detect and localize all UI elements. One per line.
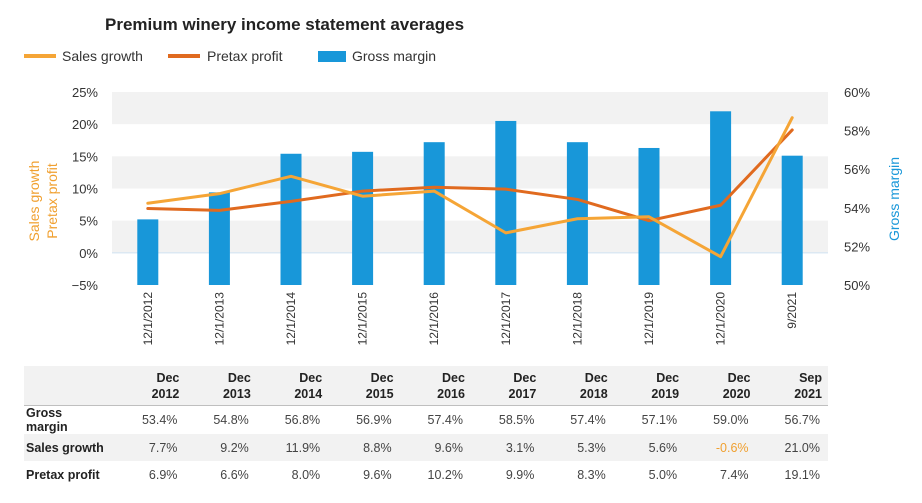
left-tick-label: 5% xyxy=(79,214,98,229)
x-tick-label: 12/1/2019 xyxy=(642,292,656,346)
table-cell: 6.6% xyxy=(220,467,249,482)
table-cell: 57.4% xyxy=(399,405,471,434)
x-tick-label: 12/1/2020 xyxy=(714,292,728,346)
x-tick-label: 9/2021 xyxy=(785,292,799,329)
col-header-dec-2015: Dec 2015 xyxy=(365,371,394,401)
table-corner xyxy=(24,366,114,406)
row-header: Sales growth xyxy=(26,440,104,455)
col-header-dec-2013: Dec 2013 xyxy=(222,371,251,401)
col-header-dec-2020: Dec 2020 xyxy=(722,371,751,401)
table-cell: 58.5% xyxy=(470,405,543,434)
left-tick-label: 10% xyxy=(72,182,98,197)
left-tick-label: 15% xyxy=(72,149,98,164)
left-axis-title-sales-growth: Sales growth xyxy=(26,161,42,242)
left-tick-label: 0% xyxy=(79,246,98,261)
table-row: Sales growth 7.7% 9.2% 11.9% 8.8% 9.6% 3.1% 5.3… xyxy=(24,434,828,461)
table-cell: 57.4% xyxy=(542,405,614,434)
gross-margin-bar xyxy=(137,219,159,285)
table-cell: 8.8% xyxy=(363,440,392,455)
table-row: Pretax profit 6.9% 6.6% 8.0% 9.6% 10.2% 9.9% 8.… xyxy=(24,461,828,488)
left-tick-label: 20% xyxy=(72,117,98,132)
grid-band xyxy=(112,220,828,253)
legend-label-gross-margin: Gross margin xyxy=(352,48,436,64)
row-header: Gross margin xyxy=(24,405,114,434)
table-cell: 11.9% xyxy=(285,440,321,455)
chart-title: Premium winery income statement averages xyxy=(105,15,464,34)
table-cell: 8.0% xyxy=(291,467,321,482)
x-tick-label: 12/1/2018 xyxy=(570,292,584,346)
right-tick-label: 54% xyxy=(844,201,870,216)
left-tick-label: −5% xyxy=(72,278,99,293)
col-header-sep-2021: Sep 2021 xyxy=(794,371,822,401)
legend-label-pretax-profit: Pretax profit xyxy=(207,48,283,64)
table-cell: 6.9% xyxy=(148,467,178,482)
table-cell: 7.7% xyxy=(148,440,178,455)
gross-margin-bar xyxy=(566,142,588,285)
gross-margin-bar xyxy=(208,192,230,285)
table-cell: -0.6% xyxy=(715,440,749,455)
left-axis-title-pretax-profit: Pretax profit xyxy=(44,163,60,239)
table-cell: 9.2% xyxy=(220,440,249,455)
right-tick-label: 58% xyxy=(844,124,870,139)
col-header-dec-2012: Dec 2012 xyxy=(151,371,180,401)
table-cell: 5.6% xyxy=(648,440,678,455)
table-cell: 59.0% xyxy=(685,405,757,434)
table-cell: 56.9% xyxy=(328,405,400,434)
table-cell: 53.4% xyxy=(114,405,186,434)
x-tick-label: 12/1/2012 xyxy=(141,292,155,346)
x-tick-label: 12/1/2015 xyxy=(356,292,370,346)
row-header: Pretax profit xyxy=(26,467,100,482)
table-cell: 56.8% xyxy=(256,405,329,434)
legend: Sales growth Pretax profit Gross margin xyxy=(24,48,436,64)
table-cell: 7.4% xyxy=(720,467,749,482)
table-cell: 5.0% xyxy=(648,467,678,482)
grid-band xyxy=(112,156,828,189)
gross-margin-bar xyxy=(352,151,374,285)
table-cell: 56.7% xyxy=(756,405,828,434)
table-header-row: Dec 2012 Dec 2013 Dec 2014 Dec 2015 Dec 2016 … xyxy=(24,366,828,406)
table-cell: 9.9% xyxy=(505,467,535,482)
right-axis-title: Gross margin xyxy=(886,157,902,241)
right-tick-label: 52% xyxy=(844,239,870,254)
gross-margin-bar xyxy=(710,111,732,285)
right-tick-label: 50% xyxy=(844,278,870,293)
table-cell: 57.1% xyxy=(613,405,686,434)
table-cell: 3.1% xyxy=(505,440,535,455)
left-tick-label: 25% xyxy=(72,85,98,100)
right-tick-label: 60% xyxy=(844,85,870,100)
grid-band xyxy=(112,92,828,125)
plot-area: 25% 20% 15% 10% 5% 0% −5% 60% 58% 56% 54% 52% 50% 12/… xyxy=(72,85,871,345)
sales-growth-line xyxy=(146,116,794,259)
gross-margin-bar xyxy=(280,153,302,285)
table-row: Gross margin 53.4% 54.8% 56.8% 56.9% 57.4% 58.… xyxy=(24,405,828,434)
table-cell: 21.0% xyxy=(784,440,820,455)
x-tick-label: 12/1/2014 xyxy=(284,292,298,346)
col-header-dec-2014: Dec 2014 xyxy=(294,371,323,401)
table-cell: 9.6% xyxy=(434,440,463,455)
right-tick-label: 56% xyxy=(844,162,870,177)
table-cell: 54.8% xyxy=(185,405,257,434)
table-cell: 9.6% xyxy=(363,467,392,482)
pretax-profit-line xyxy=(146,128,794,223)
col-header-dec-2018: Dec 2018 xyxy=(579,371,608,401)
gross-margin-bar xyxy=(495,120,517,285)
table-cell: 5.3% xyxy=(577,440,606,455)
summary-table: Dec 2012 Dec 2013 Dec 2014 Dec 2015 Dec 2016 … xyxy=(24,366,828,488)
col-header-dec-2017: Dec 2017 xyxy=(508,371,537,401)
x-tick-label: 12/1/2016 xyxy=(427,292,441,346)
chart: Premium winery income statement averages… xyxy=(24,15,902,345)
table-cell: 19.1% xyxy=(784,467,820,482)
x-tick-label: 12/1/2017 xyxy=(499,292,513,346)
col-header-dec-2019: Dec 2019 xyxy=(651,371,680,401)
col-header-dec-2016: Dec 2016 xyxy=(437,371,465,401)
table-cell: 10.2% xyxy=(427,467,463,482)
gross-margin-bar xyxy=(423,142,445,285)
legend-swatch-gross-margin xyxy=(318,51,346,62)
x-tick-label: 12/1/2013 xyxy=(212,292,226,346)
gross-margin-bar xyxy=(781,155,803,285)
legend-label-sales-growth: Sales growth xyxy=(62,48,143,64)
table-cell: 8.3% xyxy=(577,467,606,482)
